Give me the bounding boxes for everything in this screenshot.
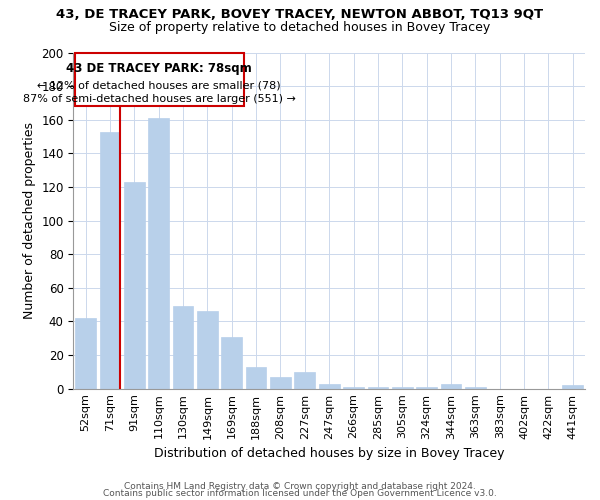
Text: 87% of semi-detached houses are larger (551) →: 87% of semi-detached houses are larger (… <box>23 94 296 104</box>
Bar <box>440 384 461 388</box>
Bar <box>246 367 266 388</box>
Bar <box>562 386 583 388</box>
Text: 43, DE TRACEY PARK, BOVEY TRACEY, NEWTON ABBOT, TQ13 9QT: 43, DE TRACEY PARK, BOVEY TRACEY, NEWTON… <box>56 8 544 20</box>
Bar <box>124 182 145 388</box>
Bar <box>343 387 364 388</box>
Bar <box>465 387 486 388</box>
Bar <box>270 377 291 388</box>
Bar <box>197 312 218 388</box>
Text: Contains HM Land Registry data © Crown copyright and database right 2024.: Contains HM Land Registry data © Crown c… <box>124 482 476 491</box>
Bar <box>319 384 340 388</box>
Bar <box>221 336 242 388</box>
Bar <box>148 118 169 388</box>
Text: Contains public sector information licensed under the Open Government Licence v3: Contains public sector information licen… <box>103 490 497 498</box>
Bar <box>368 387 388 388</box>
FancyBboxPatch shape <box>74 52 244 106</box>
Bar <box>392 387 413 388</box>
Bar <box>295 372 315 388</box>
Bar <box>173 306 193 388</box>
X-axis label: Distribution of detached houses by size in Bovey Tracey: Distribution of detached houses by size … <box>154 447 505 460</box>
Text: ← 12% of detached houses are smaller (78): ← 12% of detached houses are smaller (78… <box>37 80 281 90</box>
Bar <box>100 132 120 388</box>
Y-axis label: Number of detached properties: Number of detached properties <box>23 122 36 319</box>
Text: 43 DE TRACEY PARK: 78sqm: 43 DE TRACEY PARK: 78sqm <box>67 62 252 75</box>
Bar <box>416 387 437 388</box>
Bar <box>75 318 96 388</box>
Text: Size of property relative to detached houses in Bovey Tracey: Size of property relative to detached ho… <box>109 21 491 34</box>
